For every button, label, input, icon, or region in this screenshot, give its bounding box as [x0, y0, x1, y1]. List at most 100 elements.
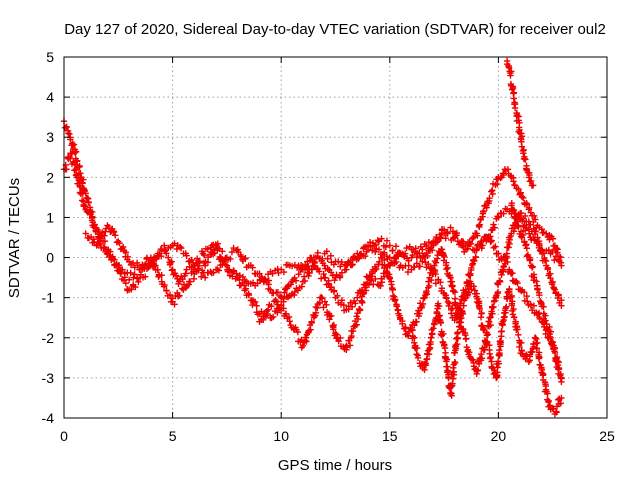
data-point-track-b — [526, 204, 533, 212]
data-point-track-b — [515, 185, 522, 193]
data-point-track-b — [321, 262, 328, 269]
data-point-track-b — [542, 230, 550, 237]
data-point-track-b — [151, 255, 159, 262]
data-point-track-c — [111, 232, 119, 239]
data-point-track-b — [128, 286, 135, 293]
data-point-track-c — [488, 237, 495, 244]
data-point-track-c — [230, 268, 238, 275]
x-tick-label: 10 — [273, 428, 289, 444]
data-point-track-b — [520, 194, 527, 202]
y-tick-label: -3 — [42, 370, 55, 386]
data-point-track-b — [155, 252, 163, 259]
data-point-track-c — [158, 272, 165, 279]
data-points — [60, 57, 565, 418]
data-point-track-a — [131, 271, 138, 278]
data-point-track-a — [179, 275, 186, 283]
y-tick-label: 0 — [46, 250, 54, 266]
data-point-track-b — [464, 245, 471, 252]
data-point-track-c — [484, 234, 491, 241]
data-point-track-b — [201, 274, 209, 281]
data-point-track-c — [209, 250, 217, 258]
data-point-track-b — [183, 252, 190, 259]
data-point-track-b — [109, 255, 116, 262]
data-point-track-b — [117, 268, 125, 276]
data-point-track-c — [432, 280, 440, 287]
data-point-track-b — [207, 268, 214, 276]
data-point-track-c — [372, 275, 379, 283]
data-point-track-b — [242, 254, 249, 262]
data-point-track-a — [167, 259, 174, 267]
data-point-track-e — [428, 330, 436, 337]
data-point-track-d — [282, 310, 290, 318]
data-point-track-c — [93, 242, 100, 249]
data-point-track-c — [122, 249, 130, 256]
data-point-track-d — [489, 304, 496, 311]
data-point-track-c — [509, 269, 516, 277]
data-point-track-a — [338, 258, 345, 266]
data-point-track-e — [487, 355, 494, 362]
y-axis-title: SDTVAR / TECUs — [6, 178, 23, 298]
x-tick-label: 0 — [60, 428, 68, 444]
data-point-track-c — [378, 279, 386, 286]
data-point-track-a — [182, 270, 189, 277]
data-point-track-b — [557, 254, 564, 261]
x-tick-label: 15 — [382, 428, 398, 444]
data-point-track-e — [496, 346, 503, 354]
data-point-track-c — [94, 241, 102, 248]
data-point-track-d — [373, 265, 380, 273]
data-point-track-d — [365, 281, 373, 289]
y-tick-label: 3 — [46, 129, 54, 145]
data-point-track-b — [198, 273, 205, 280]
data-point-track-c — [416, 250, 423, 257]
data-point-track-a — [280, 268, 288, 276]
data-point-track-a — [337, 263, 344, 270]
data-point-track-d — [319, 295, 326, 302]
data-point-track-c — [147, 256, 155, 264]
data-point-track-c — [338, 297, 346, 304]
data-point-track-b — [434, 236, 441, 243]
data-point-track-a — [183, 266, 190, 273]
data-point-track-a — [168, 258, 175, 265]
data-point-track-c — [347, 299, 354, 306]
data-point-track-a — [545, 246, 552, 254]
data-point-track-b — [350, 254, 357, 261]
data-point-track-c — [520, 289, 528, 296]
chart-title: Day 127 of 2020, Sidereal Day-to-day VTE… — [64, 21, 606, 38]
data-point-track-c — [391, 260, 398, 267]
data-point-track-c — [334, 292, 341, 300]
x-tick-label: 25 — [599, 428, 615, 444]
data-point-track-b — [428, 246, 436, 254]
data-point-track-b — [366, 239, 374, 246]
data-point-track-b — [467, 240, 475, 248]
data-point-track-b — [364, 242, 372, 249]
data-point-track-c — [403, 244, 410, 252]
data-point-track-d — [277, 301, 285, 309]
data-point-track-d — [358, 299, 366, 306]
x-tick-label: 5 — [169, 428, 177, 444]
data-point-track-a — [172, 272, 180, 279]
data-point-track-b — [470, 234, 477, 241]
data-point-track-c — [413, 253, 420, 261]
data-point-track-d — [353, 321, 360, 328]
data-point-track-c — [320, 270, 327, 278]
data-point-track-c — [325, 280, 332, 287]
data-point-track-d — [286, 318, 293, 325]
data-point-track-c — [253, 302, 260, 309]
data-point-track-c — [222, 256, 229, 263]
data-point-track-b — [305, 263, 312, 270]
data-point-track-d — [451, 295, 459, 302]
data-point-track-b — [161, 242, 168, 249]
data-point-track-c — [298, 283, 305, 290]
data-point-track-a — [495, 214, 502, 221]
data-point-track-a — [386, 242, 393, 249]
data-point-track-c — [322, 274, 329, 282]
data-point-track-b — [369, 239, 377, 247]
data-point-track-b — [310, 254, 317, 261]
data-point-track-c — [330, 288, 338, 295]
data-point-track-a — [204, 245, 211, 253]
y-tick-label: -4 — [42, 410, 55, 426]
data-point-track-f — [511, 100, 519, 108]
data-point-track-d — [273, 298, 281, 305]
data-point-track-c — [245, 291, 253, 299]
